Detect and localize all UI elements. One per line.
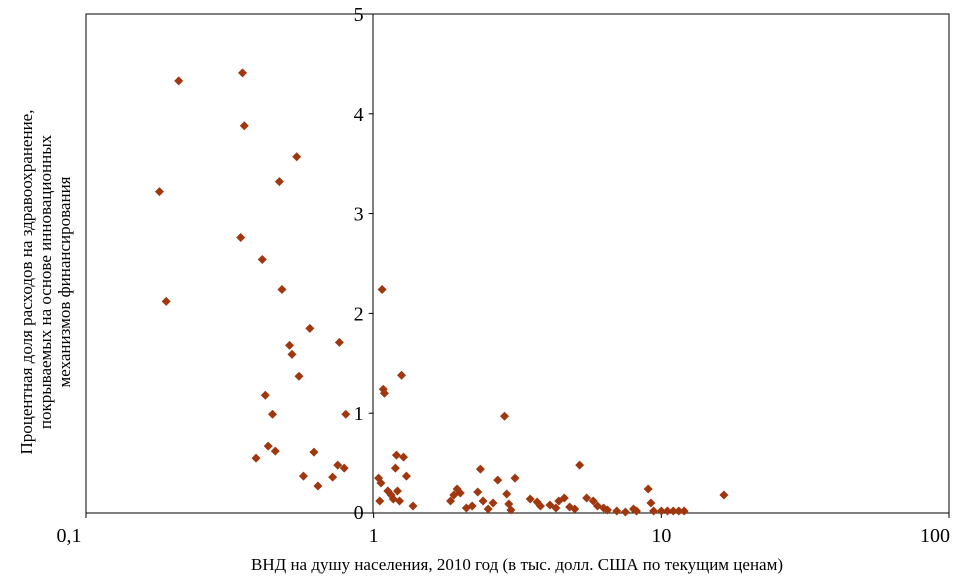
- data-point: [251, 453, 261, 463]
- data-point: [375, 496, 385, 506]
- data-point: [674, 506, 684, 516]
- data-point: [305, 323, 315, 333]
- y-axis-title-line-3: механизмов финансирования: [55, 176, 74, 387]
- data-point: [502, 489, 512, 499]
- data-point: [270, 446, 280, 456]
- data-point: [719, 490, 729, 500]
- data-point: [525, 494, 535, 504]
- data-point: [620, 507, 630, 517]
- data-point: [236, 233, 246, 243]
- y-tick-label: 3: [354, 204, 364, 226]
- data-point: [668, 506, 678, 516]
- data-point: [632, 506, 642, 516]
- data-points: [154, 68, 729, 517]
- data-point: [646, 498, 656, 508]
- data-point: [285, 340, 295, 350]
- data-point: [341, 409, 351, 419]
- data-point: [455, 488, 465, 498]
- data-point: [377, 284, 387, 294]
- x-tick-label: 10: [651, 525, 671, 547]
- data-point: [298, 471, 308, 481]
- data-point: [506, 505, 516, 515]
- data-point: [376, 478, 386, 488]
- data-point: [260, 390, 270, 400]
- data-point: [277, 284, 287, 294]
- data-point: [473, 487, 483, 497]
- data-point: [483, 504, 493, 514]
- data-point: [575, 460, 585, 470]
- y-tick-label: 0: [354, 502, 364, 524]
- data-point: [559, 493, 569, 503]
- data-point: [392, 486, 402, 496]
- data-point: [339, 463, 349, 473]
- data-point: [401, 471, 411, 481]
- data-point: [467, 501, 477, 511]
- data-point: [649, 506, 659, 516]
- data-point: [328, 472, 338, 482]
- data-point: [334, 337, 344, 347]
- data-point: [662, 506, 672, 516]
- data-point: [154, 187, 164, 197]
- data-point: [395, 496, 405, 506]
- data-point: [397, 370, 407, 380]
- data-point: [268, 409, 278, 419]
- data-point: [478, 496, 488, 506]
- y-axis-title: Процентная доля расходов на здравоохране…: [17, 110, 74, 455]
- data-point: [656, 506, 666, 516]
- data-point: [257, 255, 267, 265]
- data-point: [535, 501, 545, 511]
- data-point: [570, 504, 580, 514]
- x-axis-ticks: 0,1 1 10 100: [57, 513, 950, 547]
- data-point: [612, 506, 622, 516]
- data-point: [313, 481, 323, 491]
- data-point: [263, 441, 273, 451]
- x-axis-title: ВНД на душу населения, 2010 год (в тыс. …: [251, 555, 783, 574]
- y-axis-title-line-1: Процентная доля расходов на здравоохране…: [17, 110, 36, 455]
- data-point: [643, 484, 653, 494]
- data-point: [390, 463, 400, 473]
- data-point: [292, 152, 302, 162]
- data-point: [238, 68, 248, 78]
- y-tick-label: 5: [354, 4, 364, 26]
- data-point: [309, 447, 319, 457]
- data-point: [510, 473, 520, 483]
- data-point: [379, 388, 389, 398]
- plot-area-frame: [85, 13, 950, 514]
- data-point: [679, 506, 689, 516]
- data-point: [174, 76, 184, 86]
- data-point: [588, 496, 598, 506]
- data-point: [274, 177, 284, 187]
- y-tick-label: 1: [354, 403, 364, 425]
- data-point: [294, 371, 304, 381]
- data-point: [582, 493, 592, 503]
- data-point: [391, 450, 401, 460]
- data-point: [603, 505, 613, 515]
- data-point: [475, 464, 485, 474]
- data-point: [408, 501, 418, 511]
- data-point: [399, 452, 409, 462]
- data-point: [488, 498, 498, 508]
- data-point: [500, 411, 510, 421]
- data-point: [287, 349, 297, 359]
- data-point: [333, 460, 343, 470]
- data-point: [446, 496, 456, 506]
- y-axis-title-line-2: покрываемых на основе инновационных: [36, 134, 55, 429]
- data-point: [493, 475, 503, 485]
- data-point: [551, 503, 561, 513]
- y-axis-ticks: 0 1 2 3 4 5: [354, 4, 374, 524]
- x-tick-label: 100: [920, 525, 950, 547]
- x-tick-label: 1: [369, 525, 379, 547]
- y-tick-label: 2: [354, 303, 364, 325]
- x-tick-label: 0,1: [57, 525, 82, 547]
- data-point: [239, 121, 249, 131]
- data-point: [161, 296, 171, 306]
- y-tick-label: 4: [354, 104, 364, 126]
